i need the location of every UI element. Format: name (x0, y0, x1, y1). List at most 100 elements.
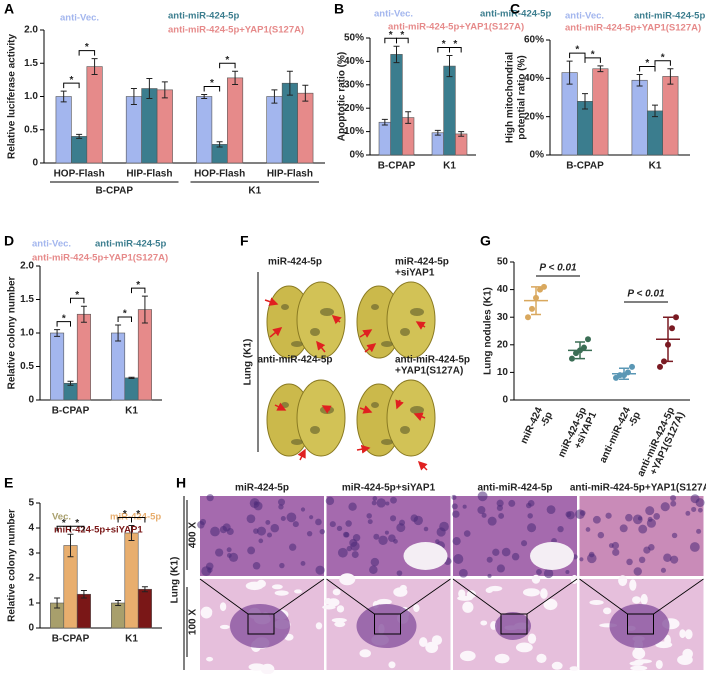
cell (278, 504, 284, 510)
alveolus (331, 617, 347, 623)
y-tick-label: 2.0 (20, 261, 34, 272)
alveolus (679, 629, 686, 639)
cell (399, 519, 406, 526)
error-bar (76, 133, 83, 139)
significance-label: * (123, 309, 127, 320)
cell (215, 548, 224, 557)
cell (670, 500, 677, 507)
alveolus (677, 654, 693, 665)
cell (638, 524, 648, 534)
row-label: Lung (K1) (170, 557, 181, 604)
legend-label: anti-miR-424-5p (480, 9, 551, 20)
error-bar (91, 58, 98, 76)
y-tick-label: 0% (350, 150, 365, 161)
x-tick-label: HIP-Flash (126, 169, 172, 180)
y-tick-label: 0% (530, 150, 545, 161)
error-bar (130, 88, 137, 105)
y-axis-label: potential ratio (%) (517, 55, 528, 139)
arrow (274, 402, 287, 411)
cell (315, 565, 325, 575)
x-tick-label: B-CPAP (566, 161, 604, 172)
y-tick-label: 1.5 (24, 58, 38, 69)
cell (246, 514, 256, 524)
error-bar (636, 74, 643, 87)
bar (125, 96, 142, 164)
alveolus (294, 589, 303, 594)
y-tick-label: 30% (344, 79, 364, 90)
dot (665, 341, 671, 348)
error-bar (115, 600, 122, 606)
arrow (297, 448, 306, 461)
cell (252, 562, 261, 570)
panel-label: D (4, 233, 14, 249)
bar (111, 602, 126, 629)
cell (670, 555, 679, 564)
alveolus (684, 629, 693, 640)
alveolus (603, 607, 612, 615)
cell (390, 515, 397, 522)
bar (141, 88, 158, 164)
lung-nodule (410, 308, 424, 316)
bar (227, 77, 244, 164)
dot (533, 294, 539, 301)
cell (329, 521, 336, 528)
cell (477, 491, 488, 502)
arrow (331, 315, 342, 325)
lung-nodule (310, 328, 320, 336)
cell (691, 506, 697, 512)
tumor (356, 604, 417, 648)
x-tick-label: B-CPAP (52, 406, 90, 417)
cell (390, 496, 397, 504)
alveolus (632, 647, 646, 660)
error-bar (201, 94, 208, 99)
bar (196, 96, 213, 164)
significance-bracket (396, 37, 409, 44)
cell (696, 528, 702, 534)
bar (378, 121, 391, 156)
significance-label: * (85, 42, 89, 53)
panel-label: G (480, 233, 491, 249)
lung-nodule (400, 328, 410, 336)
y-tick-label: 50 (497, 257, 509, 268)
cell (342, 531, 349, 538)
legend-label: miR-424-5p+siYAP1 (54, 525, 143, 536)
error-bar (67, 533, 74, 558)
y-tick-label: 1.0 (24, 91, 38, 102)
cell (385, 501, 390, 506)
x-tick-label: B-CPAP (52, 634, 90, 645)
significance-bracket (569, 52, 586, 59)
bar (71, 136, 88, 164)
legend-label: Vec. (52, 512, 71, 523)
lung-nodule (400, 426, 410, 434)
x-tick-label: HOP-Flash (54, 169, 105, 180)
significance-label: * (645, 58, 649, 69)
lumen (403, 542, 448, 570)
lung-nodule (281, 402, 289, 408)
dot (569, 355, 575, 362)
cell (367, 519, 373, 525)
cell (247, 546, 256, 555)
alveolus (334, 621, 346, 628)
bar (561, 72, 578, 156)
cell (592, 515, 601, 524)
image-label: +YAP1(S127A) (395, 366, 463, 377)
image-label: anti-miR-424-5p (257, 355, 332, 366)
x-tick-label: anti-miR-424 (598, 405, 634, 464)
dot (625, 369, 631, 376)
dot (657, 363, 663, 370)
y-tick-label: 0 (32, 158, 38, 169)
cell (612, 548, 620, 556)
cell (637, 516, 643, 521)
dot (525, 314, 531, 321)
cell (384, 530, 389, 535)
zoom-box (247, 613, 275, 635)
arrow (321, 405, 332, 414)
cell (306, 530, 313, 537)
alveolus (457, 595, 473, 601)
error-bar (405, 111, 412, 124)
arrow (413, 412, 426, 421)
y-tick-label: 5 (28, 498, 34, 509)
significance-label: * (453, 39, 457, 50)
arrow (395, 399, 404, 410)
panel-label: A (4, 1, 14, 17)
